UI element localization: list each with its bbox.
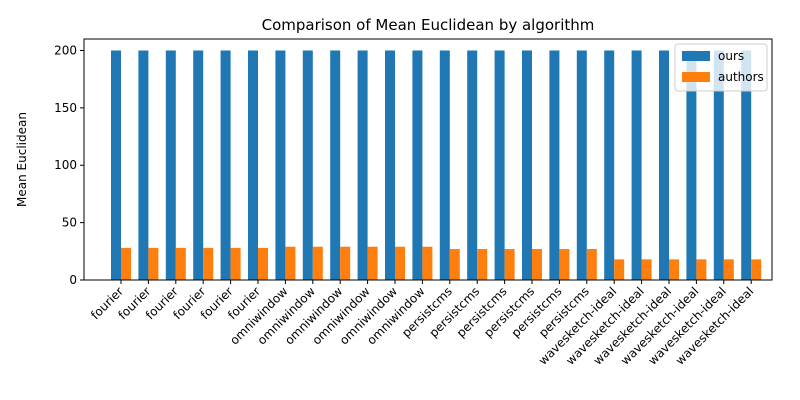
bar-ours-19 [631,50,642,280]
bar-authors-6 [285,246,296,280]
bar-authors-20 [669,259,679,280]
legend-label-ours: ours [718,49,744,63]
bar-authors-9 [367,246,378,280]
bar-ours-1 [138,50,149,280]
bar-ours-4 [220,50,231,280]
bar-authors-3 [203,247,214,280]
bar-ours-8 [330,50,341,280]
bar-authors-16 [559,249,570,280]
bar-authors-5 [258,247,268,280]
y-axis-label: Mean Euclidean [15,112,29,207]
bar-ours-13 [467,50,478,280]
bar-ours-14 [494,50,505,280]
bar-ours-15 [522,50,532,280]
bar-ours-2 [165,50,176,280]
bar-ours-17 [576,50,587,280]
legend: ours authors [674,43,768,92]
bar-ours-5 [248,50,258,280]
y-tick-label: 0 [69,273,77,287]
y-tick-label: 150 [54,101,77,115]
legend-swatch-ours [682,51,710,61]
bar-authors-12 [449,249,460,280]
bars-group [111,50,762,280]
bar-authors-8 [340,246,351,280]
bar-authors-4 [230,247,241,280]
bar-authors-14 [504,249,515,280]
legend-swatch-authors [682,72,710,82]
y-tick-label: 200 [54,43,77,57]
bar-ours-3 [193,50,204,280]
bar-ours-12 [439,50,450,280]
y-tick-label: 100 [54,158,77,172]
bar-authors-11 [422,246,433,280]
bar-authors-21 [696,259,707,280]
y-tick-label: 50 [62,216,77,230]
bar-authors-0 [121,247,131,280]
bar-ours-16 [549,50,560,280]
bar-authors-13 [477,249,488,280]
bar-authors-7 [312,246,323,280]
bar-ours-23 [741,50,752,280]
bar-authors-2 [175,247,186,280]
bar-ours-9 [357,50,368,280]
bar-ours-21 [686,50,697,280]
bar-ours-7 [302,50,313,280]
y-axis-ticks: 0 50 100 150 200 [54,43,84,287]
bar-authors-19 [641,259,652,280]
plot-frame [83,38,773,281]
bar-ours-22 [713,50,724,280]
bar-authors-1 [148,247,159,280]
bar-authors-15 [532,249,542,280]
chart-title: Comparison of Mean Euclidean by algorith… [262,16,595,34]
legend-label-authors: authors [718,70,764,84]
bar-ours-0 [111,50,121,280]
bar-ours-10 [385,50,395,280]
bar-authors-18 [614,259,625,280]
bar-ours-18 [604,50,615,280]
bar-authors-10 [395,246,405,280]
bar-ours-11 [412,50,423,280]
bar-authors-17 [586,249,597,280]
bar-authors-23 [751,259,762,280]
bar-ours-20 [659,50,669,280]
bar-authors-22 [723,259,734,280]
bar-ours-6 [275,50,286,280]
